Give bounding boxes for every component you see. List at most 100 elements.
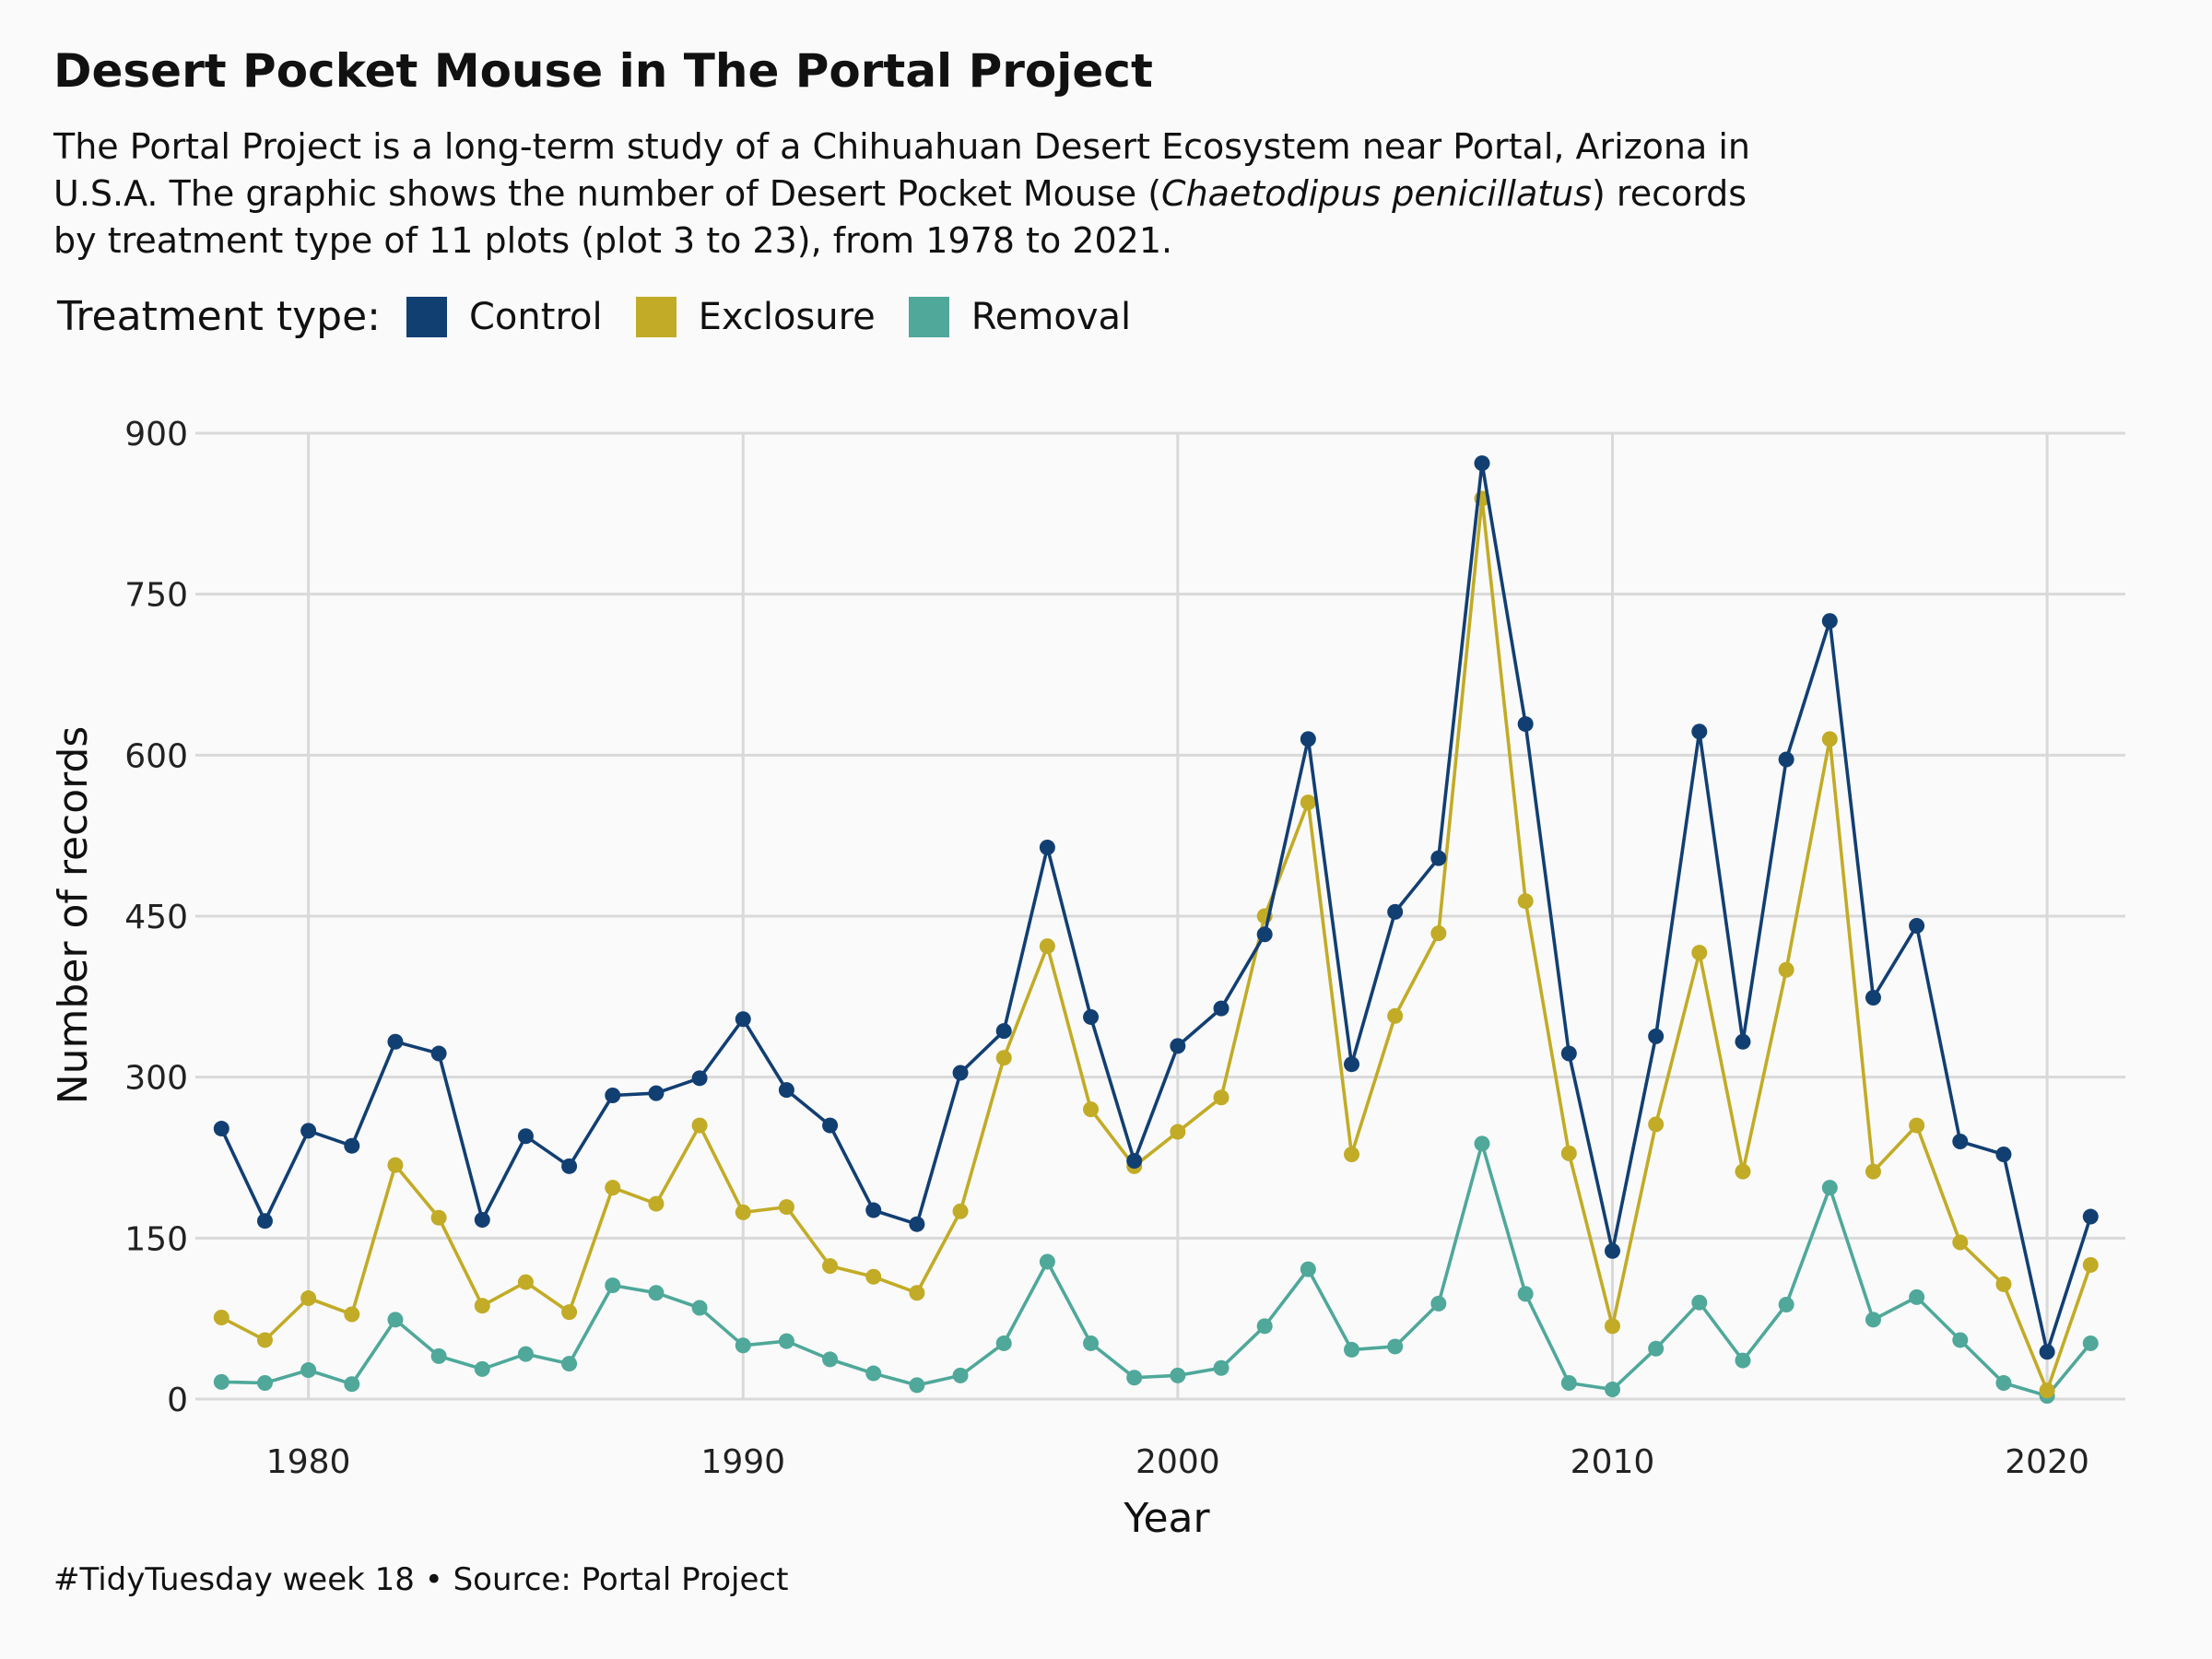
data-point-exclosure-1989 — [691, 1117, 708, 1134]
data-point-control-1985 — [517, 1128, 534, 1145]
data-point-control-1981 — [344, 1137, 360, 1154]
data-point-removal-2015 — [1821, 1180, 1838, 1196]
data-point-removal-2002 — [1256, 1318, 1273, 1335]
legend-key-exclosure — [635, 296, 677, 337]
data-point-removal-1996 — [995, 1335, 1012, 1351]
tick-labels: 0 150 300 450 600 750 900 1980 1990 2000 2010 2020 — [124, 416, 2089, 1481]
data-point-removal-1990 — [735, 1337, 751, 1354]
data-point-control-1995 — [952, 1065, 969, 1081]
data-point-exclosure-1980 — [300, 1290, 317, 1307]
data-point-exclosure-1994 — [909, 1285, 925, 1301]
data-point-removal-2003 — [1300, 1261, 1316, 1277]
data-point-control-1983 — [430, 1045, 447, 1062]
subtitle-line-2-end: ) records — [1592, 173, 1747, 214]
data-point-removal-2019 — [1995, 1375, 2012, 1392]
data-point-control-1986 — [561, 1158, 578, 1174]
data-point-exclosure-1986 — [561, 1304, 578, 1321]
data-point-control-1992 — [822, 1117, 839, 1134]
data-point-exclosure-1979 — [256, 1332, 273, 1348]
data-point-exclosure-1983 — [430, 1209, 447, 1226]
x-tick-label-2020: 2020 — [2005, 1443, 2089, 1481]
data-point-control-2002 — [1256, 926, 1273, 943]
data-point-removal-1980 — [300, 1362, 317, 1379]
y-tick-label-150: 150 — [124, 1220, 188, 1258]
data-point-exclosure-1996 — [995, 1050, 1012, 1066]
data-point-removal-1988 — [648, 1285, 665, 1301]
data-point-control-1997 — [1039, 839, 1055, 855]
data-point-control-1994 — [909, 1216, 925, 1232]
data-point-removal-1991 — [778, 1333, 794, 1349]
data-point-removal-1993 — [865, 1365, 882, 1382]
data-point-control-1990 — [735, 1011, 751, 1028]
data-point-removal-1989 — [691, 1300, 708, 1316]
data-point-control-1989 — [691, 1070, 708, 1087]
data-point-control-2007 — [1474, 455, 1490, 472]
data-point-exclosure-1998 — [1083, 1101, 1100, 1118]
data-point-control-2020 — [2039, 1344, 2055, 1360]
data-point-removal-1981 — [344, 1376, 360, 1393]
subtitle-line-1: The Portal Project is a long-term study … — [53, 126, 1751, 167]
data-point-control-1984 — [474, 1212, 490, 1229]
data-point-removal-1984 — [474, 1360, 490, 1377]
data-point-control-2003 — [1300, 731, 1316, 747]
data-point-removal-2008 — [1517, 1286, 1534, 1302]
series-removal — [213, 1135, 2099, 1405]
data-point-exclosure-2018 — [1952, 1234, 1969, 1251]
data-point-exclosure-2009 — [1560, 1145, 1577, 1161]
data-point-removal-2001 — [1213, 1359, 1230, 1376]
data-point-control-1980 — [300, 1123, 317, 1139]
data-point-removal-2018 — [1952, 1332, 1969, 1348]
data-point-control-2006 — [1430, 850, 1447, 866]
data-point-control-2008 — [1517, 716, 1534, 733]
data-point-exclosure-1982 — [387, 1157, 404, 1173]
data-point-removal-1985 — [517, 1346, 534, 1362]
subtitle-line-2-start: U.S.A. The graphic shows the number of D… — [53, 173, 1162, 214]
data-point-exclosure-2019 — [1995, 1276, 2012, 1292]
data-point-removal-1986 — [561, 1356, 578, 1372]
data-point-control-2013 — [1735, 1033, 1751, 1050]
data-point-removal-1997 — [1039, 1253, 1055, 1270]
data-point-control-2005 — [1387, 903, 1404, 920]
data-point-removal-1994 — [909, 1377, 925, 1394]
data-point-control-2019 — [1995, 1147, 2012, 1163]
data-point-removal-1983 — [430, 1347, 447, 1364]
data-point-control-1998 — [1083, 1008, 1100, 1025]
data-point-control-2012 — [1691, 724, 1708, 740]
data-point-removal-2006 — [1430, 1295, 1447, 1312]
legend-title: Treatment type: — [57, 293, 381, 340]
series-exclosure — [213, 490, 2099, 1399]
data-point-control-2021 — [2082, 1208, 2099, 1225]
data-point-exclosure-1988 — [648, 1195, 665, 1212]
data-point-exclosure-2004 — [1344, 1147, 1360, 1163]
data-point-exclosure-2014 — [1778, 961, 1794, 978]
species-name: Chaetodipus penicillatus — [1161, 173, 1593, 214]
data-point-exclosure-1978 — [213, 1310, 229, 1326]
legend-key-control — [406, 296, 447, 337]
x-tick-label-1980: 1980 — [266, 1443, 351, 1481]
data-point-control-2015 — [1821, 613, 1838, 629]
data-point-control-2004 — [1344, 1056, 1360, 1073]
data-point-exclosure-1985 — [517, 1274, 534, 1290]
legend-label-exclosure: Exclosure — [698, 295, 876, 338]
chart-subtitle: The Portal Project is a long-term study … — [53, 124, 1989, 265]
data-point-exclosure-1991 — [778, 1199, 794, 1216]
data-point-removal-2004 — [1344, 1341, 1360, 1358]
data-point-removal-2007 — [1474, 1135, 1490, 1152]
series-line-control — [219, 461, 2093, 1354]
x-axis-title: Year — [1123, 1495, 1210, 1542]
data-point-exclosure-2006 — [1430, 925, 1447, 942]
data-point-exclosure-1990 — [735, 1204, 751, 1220]
data-point-removal-2017 — [1909, 1288, 1925, 1305]
data-point-control-1987 — [605, 1087, 621, 1103]
data-point-exclosure-2011 — [1648, 1116, 1665, 1133]
series-control — [213, 455, 2099, 1360]
data-point-removal-1979 — [256, 1375, 273, 1392]
data-point-removal-1998 — [1083, 1335, 1100, 1351]
data-point-control-1978 — [213, 1121, 229, 1137]
data-point-exclosure-2008 — [1517, 893, 1534, 910]
gridlines — [195, 431, 2125, 1401]
data-point-removal-2005 — [1387, 1338, 1404, 1355]
data-point-removal-2010 — [1604, 1382, 1620, 1398]
data-point-exclosure-1984 — [474, 1298, 490, 1314]
